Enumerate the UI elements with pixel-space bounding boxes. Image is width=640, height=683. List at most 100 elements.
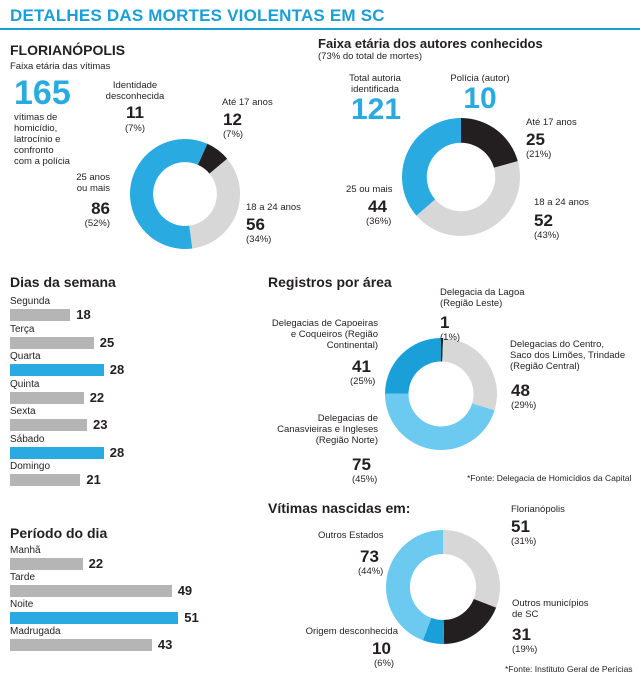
regions-donut — [385, 338, 497, 451]
victims-slice-2 — [189, 158, 240, 249]
police-label: Polícia (autor) — [450, 73, 510, 84]
victims-total: 165 — [14, 74, 71, 112]
victims-slice-1 — [197, 143, 228, 174]
weekday-label-1: Terça — [10, 323, 35, 335]
pct-18a24-authors: (43%) — [534, 230, 560, 241]
value-centro: 48 — [511, 381, 530, 400]
period-label-3: Madrugada — [10, 626, 61, 637]
weekday-label-5: Sábado — [10, 433, 45, 445]
value-identity-unknown: 11 — [126, 103, 144, 122]
pct-25mais-authors: (36%) — [366, 216, 392, 227]
birthplace-donut — [386, 530, 500, 644]
pct-outros-estados: (44%) — [358, 566, 384, 577]
pct-origem-desconhecida: (6%) — [374, 658, 395, 669]
weekday-value-3: 22 — [89, 389, 105, 405]
label-norte: Delegacias de Canasvieiras e Ingleses (R… — [277, 413, 378, 446]
weekday-bar-4 — [10, 419, 88, 431]
value-outros-municipios: 31 — [512, 625, 531, 644]
label-origem-desconhecida: Origem desconhecida — [305, 626, 398, 637]
birthplace-title: Vítimas nascidas em: — [268, 500, 411, 516]
weekday-bar-0 — [10, 309, 71, 321]
birthplace-slice-3 — [386, 530, 443, 641]
weekday-value-1: 25 — [99, 334, 115, 350]
value-25mais-authors: 44 — [368, 197, 387, 216]
value-outros-estados: 73 — [360, 547, 379, 566]
weekday-value-4: 23 — [93, 417, 108, 432]
pct-lagoa: (1%) — [440, 332, 461, 343]
weekday-label-3: Quinta — [10, 378, 40, 390]
header-rule — [0, 28, 640, 30]
label-outros-estados: Outros Estados — [318, 530, 384, 541]
weekday-label-0: Segunda — [10, 296, 51, 307]
regions-slice-3 — [385, 338, 441, 394]
value-norte: 75 — [352, 455, 371, 474]
period-bar-3 — [10, 639, 152, 651]
authors-slice-1 — [416, 161, 520, 236]
label-floripa: Florianópolis — [511, 504, 565, 515]
pct-18a24-victims: (34%) — [246, 234, 272, 245]
authors-donut — [402, 118, 520, 236]
value-18a24-victims: 56 — [246, 215, 265, 234]
police-value: 10 — [463, 82, 497, 115]
weekday-value-5: 28 — [109, 444, 125, 460]
authors-total-label: Total autoria identificada — [349, 73, 401, 95]
value-floripa: 51 — [511, 517, 530, 536]
birthplace-slice-0 — [443, 530, 500, 608]
weekday-bar-5 — [10, 446, 104, 459]
label-continental: Delegacias de Capoeiras e Coqueiros (Reg… — [271, 318, 378, 351]
weekday-label-6: Domingo — [10, 461, 51, 472]
weekday-value-2: 28 — [109, 362, 125, 377]
value-continental: 41 — [352, 357, 371, 376]
label-18a24-victims: 18 a 24 anos — [246, 202, 301, 213]
regions-slice-0 — [441, 338, 444, 362]
period-label-2: Noite — [10, 599, 34, 610]
weekdays-title: Dias da semana — [10, 274, 116, 290]
period-label-0: Manhã — [10, 545, 41, 556]
victims-slice-3 — [130, 139, 193, 249]
period-title: Período do dia — [10, 525, 108, 541]
label-lagoa: Delegacia da Lagoa (Região Leste) — [440, 287, 525, 309]
weekday-label-4: Sexta — [10, 406, 36, 417]
pct-identity-unknown: (7%) — [124, 123, 146, 134]
authors-slice-0 — [461, 118, 518, 168]
value-ate17-victims: 12 — [223, 110, 242, 129]
value-lagoa: 1 — [440, 313, 450, 332]
label-identity-unknown: Identidade desconhecida — [105, 80, 165, 102]
value-25mais-victims: 86 — [91, 199, 110, 218]
value-18a24-authors: 52 — [534, 211, 553, 230]
weekday-value-0: 18 — [76, 307, 91, 322]
pct-ate17-authors: (21%) — [526, 149, 552, 160]
regions-title: Registros por área — [268, 274, 392, 290]
pct-floripa: (31%) — [511, 536, 537, 547]
page-title: DETALHES DAS MORTES VIOLENTAS EM SC — [10, 6, 385, 25]
period-bar-2 — [10, 612, 179, 624]
label-ate17-authors: Até 17 anos — [526, 117, 577, 128]
label-centro: Delegacias do Centro, Saco dos Limões, T… — [510, 339, 626, 372]
victims-title: FLORIANÓPOLIS — [10, 42, 126, 58]
weekday-bar-2 — [10, 364, 104, 376]
victims-donut — [130, 139, 240, 249]
label-25mais-authors: 25 ou mais — [346, 184, 393, 195]
authors-total: 121 — [350, 93, 402, 126]
pct-centro: (29%) — [511, 400, 537, 411]
pct-norte: (45%) — [352, 474, 378, 485]
weekday-bar-6 — [10, 474, 81, 486]
label-ate17-victims: Até 17 anos — [222, 97, 273, 108]
weekday-value-6: 21 — [86, 472, 101, 487]
weekday-bar-1 — [10, 336, 94, 349]
weekday-bar-3 — [10, 391, 84, 404]
pct-outros-municipios: (19%) — [512, 644, 538, 655]
pct-continental: (25%) — [350, 376, 376, 387]
pct-ate17-victims: (7%) — [223, 129, 244, 140]
label-outros-municipios: Outros municípios de SC — [512, 598, 589, 620]
period-value-1: 49 — [177, 583, 193, 598]
regions-slice-1 — [442, 338, 497, 411]
victims-subtitle: Faixa etária das vítimas — [10, 61, 111, 72]
value-origem-desconhecida: 10 — [372, 639, 391, 658]
period-bar-1 — [10, 585, 172, 597]
value-ate17-authors: 25 — [526, 130, 545, 149]
authors-title: Faixa etária dos autores conhecidos — [318, 36, 543, 51]
regions-source: *Fonte: Delegacia de Homicídios da Capit… — [467, 473, 632, 483]
authors-slice-2 — [402, 118, 461, 216]
period-label-1: Tarde — [10, 572, 36, 583]
